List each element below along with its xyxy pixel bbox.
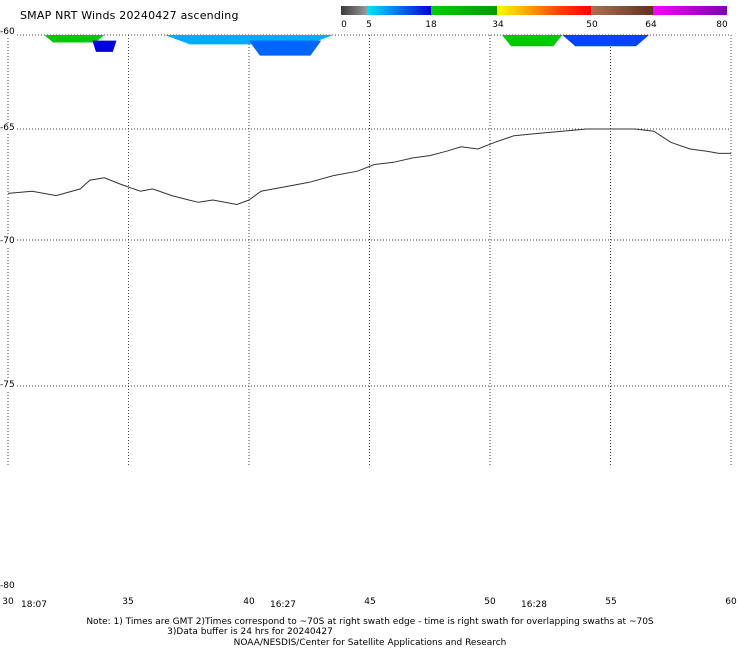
wind-swaths (44, 35, 650, 56)
colorbar-tick-18: 18 (425, 20, 437, 30)
lon-label-60: 60 (725, 597, 737, 607)
colorbar-tick-0: 0 (341, 20, 347, 30)
colorbar-segment-64-80 (653, 6, 727, 15)
lon-label-55: 55 (605, 597, 617, 607)
lat-label-80: -80 (0, 581, 16, 591)
wind-speed-colorbar (341, 6, 727, 15)
colorbar-tick-50: 50 (586, 20, 598, 30)
wind-swath-5 (502, 35, 563, 47)
lat-lon-grid (7, 34, 732, 465)
map-title: SMAP NRT Winds 20240427 ascending (20, 9, 239, 22)
wind-swath-4 (249, 40, 322, 56)
lat-label-75: -75 (0, 380, 16, 390)
colorbar-segment-0-5 (341, 6, 367, 15)
lon-label-35: 35 (122, 597, 134, 607)
lon-label-50: 50 (484, 597, 496, 607)
colorbar-segment-5-18 (367, 6, 431, 15)
swath-time-3: 16:28 (521, 600, 547, 610)
colorbar-tick-80: 80 (716, 20, 728, 30)
swath-time-2: 16:27 (270, 600, 296, 610)
wind-swath-1 (44, 35, 105, 43)
antarctic-coastline (7, 128, 731, 206)
lat-label-70: -70 (0, 236, 16, 246)
colorbar-tick-34: 34 (492, 20, 504, 30)
lat-label-60: -60 (0, 27, 16, 37)
lon-label-40: 40 (243, 597, 255, 607)
swath-time-1: 18:07 (21, 600, 47, 610)
lon-label-30: 30 (2, 597, 14, 607)
note-line-1: Note: 1) Times are GMT 2)Times correspon… (86, 617, 654, 627)
note-line-2: 3)Data buffer is 24 hrs for 20240427 (167, 627, 333, 637)
lat-label-65: -65 (0, 123, 16, 133)
colorbar-tick-5: 5 (366, 20, 372, 30)
wind-swath-2 (92, 40, 117, 52)
lon-label-45: 45 (364, 597, 376, 607)
wind-swath-6 (562, 35, 650, 47)
credit-line: NOAA/NESDIS/Center for Satellite Applica… (233, 638, 507, 648)
colorbar-segment-50-64 (591, 6, 653, 15)
colorbar-tick-64: 64 (645, 20, 657, 30)
colorbar-segment-18-34 (431, 6, 497, 15)
colorbar-segment-34-50 (497, 6, 591, 15)
